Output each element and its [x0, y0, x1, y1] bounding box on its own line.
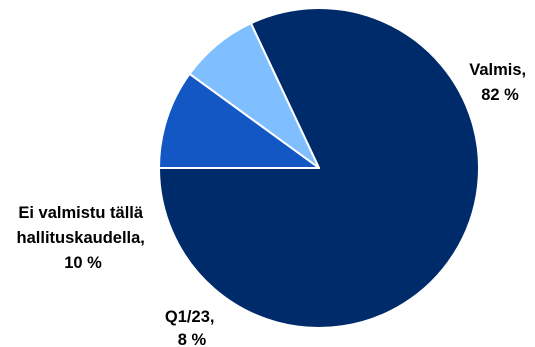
pie-slice-ei-valmistu — [158, 72, 320, 169]
pie-slices — [158, 7, 480, 330]
slice-label-ei-valmistu-line-1: Ei valmistu tällä — [18, 204, 144, 222]
slice-label-ei-valmistu-line-3: 10 % — [64, 254, 102, 272]
slice-label-q1-23-line-2: 8 % — [178, 331, 207, 347]
slice-label-valmis-line-2: 82 % — [481, 86, 519, 104]
slice-label-valmis: Valmis, 82 % — [469, 61, 530, 104]
slice-label-q1-23: Q1/23, 8 % — [165, 308, 219, 347]
slice-label-q1-23-line-1: Q1/23, — [165, 308, 215, 326]
slice-label-valmis-line-1: Valmis, — [469, 61, 526, 79]
slice-label-ei-valmistu-line-2: hallituskaudella, — [17, 229, 145, 247]
slice-label-ei-valmistu: Ei valmistu tällä hallituskaudella, 10 % — [17, 204, 150, 272]
